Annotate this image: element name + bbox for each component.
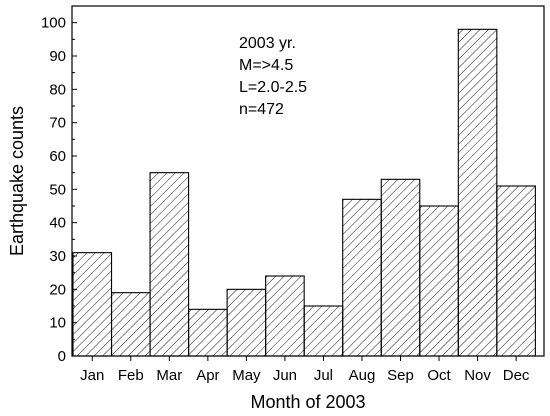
annotation-year: 2003 yr. xyxy=(239,35,296,52)
x-tick-label: Jul xyxy=(314,367,333,384)
y-tick-label: 60 xyxy=(49,148,66,165)
bar-nov xyxy=(457,28,498,357)
y-tick-label: 80 xyxy=(49,81,66,98)
bar-dec xyxy=(496,185,536,357)
y-tick-label: 50 xyxy=(49,181,66,198)
x-tick-label: Nov xyxy=(464,367,491,384)
y-tick-label: 20 xyxy=(49,281,66,298)
bar-apr xyxy=(188,308,228,357)
annotation-l-range: L=2.0-2.5 xyxy=(239,79,307,96)
plot-frame xyxy=(71,5,545,357)
x-tick-label: Sep xyxy=(387,367,414,384)
x-axis-title: Month of 2003 xyxy=(250,392,365,412)
bar-oct xyxy=(419,205,459,357)
y-tick-label: 90 xyxy=(49,48,66,65)
y-axis-ticks: 0 10 20 30 40 50 60 70 80 90 100 xyxy=(41,15,77,365)
x-tick-label: Dec xyxy=(503,367,530,384)
y-tick-label: 100 xyxy=(41,15,66,32)
y-axis-title: Earthquake counts xyxy=(7,106,27,256)
bar-feb xyxy=(110,292,151,357)
bar-sep xyxy=(380,178,421,357)
y-tick-label: 0 xyxy=(58,348,66,365)
x-tick-label: Apr xyxy=(196,367,219,384)
y-tick-label: 10 xyxy=(49,315,66,332)
x-tick-label: May xyxy=(232,367,261,384)
y-tick-label: 70 xyxy=(49,115,66,132)
y-tick-label: 30 xyxy=(49,248,66,265)
bar-mar xyxy=(149,172,190,357)
x-tick-label: Feb xyxy=(118,367,144,384)
bars-group xyxy=(72,28,536,357)
bar-jul xyxy=(303,305,344,357)
bar-aug xyxy=(342,198,382,357)
x-axis-ticks: Jan Feb Mar Apr May Jun Jul Aug Sep Oct Nov Dec xyxy=(80,356,530,384)
bar-jan xyxy=(72,252,113,357)
x-tick-label: Mar xyxy=(156,367,182,384)
bar-may xyxy=(226,288,267,357)
bar-jun xyxy=(265,275,305,357)
x-tick-label: Oct xyxy=(427,367,451,384)
x-tick-label: Aug xyxy=(349,367,376,384)
y-tick-label: 40 xyxy=(49,215,66,232)
annotation-box: 2003 yr. M=>4.5 L=2.0-2.5 n=472 xyxy=(239,35,307,118)
x-tick-label: Jun xyxy=(273,367,297,384)
annotation-magnitude: M=>4.5 xyxy=(239,57,293,74)
annotation-count: n=472 xyxy=(239,101,284,118)
x-tick-label: Jan xyxy=(80,367,104,384)
